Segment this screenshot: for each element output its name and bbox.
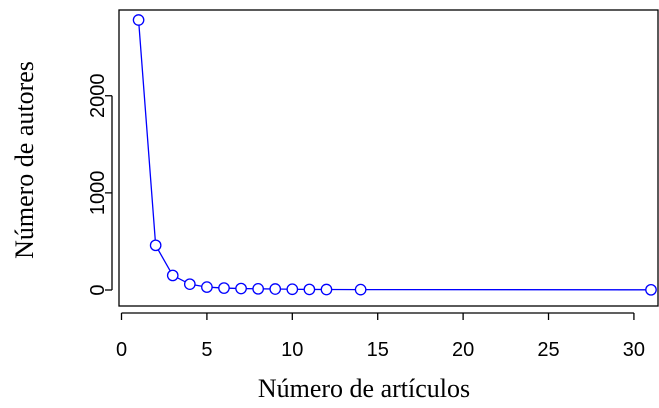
y-tick-label: 2000 xyxy=(87,74,109,119)
data-point xyxy=(235,282,247,295)
data-point xyxy=(320,283,333,296)
series-layer xyxy=(132,14,657,296)
y-tick-label: 0 xyxy=(87,284,109,295)
y-axis: 0 1000 2000 xyxy=(87,74,113,296)
data-point xyxy=(645,283,657,296)
data-point xyxy=(201,281,213,293)
data-point xyxy=(132,14,145,26)
x-axis-title: Número de artículos xyxy=(258,374,470,403)
x-tick-label: 15 xyxy=(367,339,389,361)
plot-frame xyxy=(118,9,659,307)
y-axis-title: Número de autores xyxy=(10,61,39,259)
y-tick-label: 1000 xyxy=(87,171,109,216)
x-tick-label: 5 xyxy=(201,339,212,361)
data-point xyxy=(354,283,367,296)
x-tick-label: 0 xyxy=(116,339,127,361)
data-point xyxy=(252,282,264,295)
x-tick-label: 20 xyxy=(452,339,474,361)
x-tick-label: 10 xyxy=(281,339,303,361)
x-axis: 0 5 10 15 20 25 30 xyxy=(116,312,645,361)
series-line xyxy=(137,19,652,291)
data-point xyxy=(269,283,282,295)
data-point xyxy=(286,283,299,296)
data-point xyxy=(166,269,179,282)
data-point xyxy=(183,278,196,291)
data-point xyxy=(218,282,230,294)
data-point xyxy=(303,283,316,296)
data-point xyxy=(149,239,162,252)
x-tick-label: 30 xyxy=(623,339,645,361)
x-tick-label: 25 xyxy=(537,339,559,361)
